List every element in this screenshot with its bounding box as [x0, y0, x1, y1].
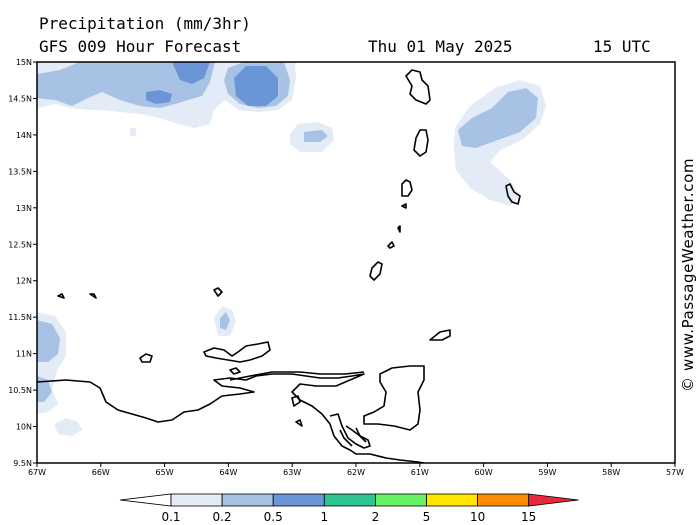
colorbar-segment	[374, 493, 427, 507]
delta-channels	[339, 427, 367, 447]
venezuela-coast	[37, 373, 425, 463]
chart-title: Precipitation (mm/3hr)	[39, 14, 251, 33]
colorbar-label: 0.2	[213, 510, 232, 524]
lat-label: 15N	[16, 58, 32, 67]
paria-gulf-island	[291, 395, 303, 427]
lat-label: 12.5N	[8, 240, 32, 249]
forecast-date: Thu 01 May 2025	[368, 37, 513, 56]
colorbar-segment	[426, 493, 478, 507]
colorbar-label: 2	[372, 510, 380, 524]
grenadines-1	[387, 241, 395, 249]
colorbar-label: 0.1	[161, 510, 180, 524]
lon-label: 66W	[92, 468, 110, 477]
colorbar-segment	[272, 493, 325, 507]
lon-label: 60W	[475, 468, 493, 477]
precip-core-2	[172, 62, 210, 84]
lat-label: 13.5N	[8, 167, 32, 176]
martinique	[405, 69, 431, 105]
colorbar-segment	[477, 493, 530, 507]
blanquilla-islet	[213, 287, 223, 297]
tortuga-islet	[139, 353, 153, 363]
grenada	[369, 261, 383, 281]
lat-label: 11N	[16, 350, 32, 359]
lat-label: 11.5N	[8, 313, 32, 322]
lon-label: 62W	[347, 468, 365, 477]
margarita	[203, 341, 271, 363]
las-aves	[57, 293, 65, 299]
forecast-time: 15 UTC	[593, 37, 651, 56]
lon-label: 61W	[411, 468, 429, 477]
coche-island	[229, 367, 241, 375]
barbados	[505, 183, 521, 205]
lat-label: 12N	[16, 277, 32, 286]
lon-label: 64W	[219, 468, 237, 477]
tobago	[429, 329, 451, 341]
lon-label: 58W	[602, 468, 620, 477]
colorbar-label: 1	[320, 510, 328, 524]
colorbar-label: 0.5	[264, 510, 283, 524]
orinoco-delta	[329, 413, 371, 449]
map-frame	[36, 61, 676, 464]
colorbar-segment-high	[528, 493, 579, 507]
trinidad	[363, 365, 425, 431]
precipitation-colorbar: 0.1 0.2 0.5 1 2 5 10 15	[119, 493, 579, 524]
lat-label: 14N	[16, 131, 32, 140]
colorbar-segment	[221, 493, 274, 507]
latitude-axis: 15N 14.5N 14N 13.5N 13N 12.5N 12N 11.5N 11N 10.5N…	[8, 58, 37, 468]
forecast-model-label: GFS 009 Hour Forecast	[39, 37, 242, 56]
precip-speck	[130, 128, 136, 136]
precip-area-small-a-mid	[304, 130, 328, 142]
precip-core-3	[146, 90, 172, 104]
lon-label: 63W	[283, 468, 301, 477]
colorbar-label: 10	[470, 510, 485, 524]
precip-core-1	[234, 66, 278, 106]
paria-peninsula	[229, 371, 365, 381]
lon-label: 67W	[28, 468, 46, 477]
precipitation-field	[37, 62, 546, 436]
los-roques	[89, 293, 97, 299]
colorbar-label: 15	[521, 510, 536, 524]
lat-label: 10.5N	[8, 386, 32, 395]
lat-label: 13N	[16, 204, 32, 213]
st-vincent-main	[401, 179, 413, 197]
lat-label: 14.5N	[8, 94, 32, 103]
coastlines	[37, 69, 521, 463]
st-vincent	[401, 203, 407, 209]
lon-label: 57W	[666, 468, 684, 477]
precip-area-west-mid	[37, 320, 60, 362]
precip-area-sw	[54, 418, 82, 436]
colorbar-label: 5	[423, 510, 431, 524]
colorbar-segment	[323, 493, 376, 507]
lat-label: 9.5N	[13, 459, 32, 468]
colorbar-segment	[170, 493, 223, 507]
colorbar-segment-low	[119, 493, 172, 507]
lon-label: 65W	[156, 468, 174, 477]
grenadines-2	[397, 225, 401, 233]
st-lucia	[413, 129, 429, 157]
lat-label: 10N	[16, 423, 32, 432]
precip-area-islet-mid	[220, 312, 230, 330]
precip-area-ne-mid	[458, 88, 538, 148]
lon-label: 59W	[538, 468, 556, 477]
longitude-axis: 67W 66W 65W 64W 63W 62W 61W 60W 59W 58W 57W	[28, 463, 684, 477]
